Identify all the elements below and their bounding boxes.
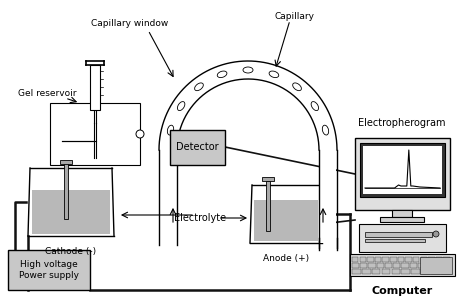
Bar xyxy=(383,257,389,262)
Text: Capillary: Capillary xyxy=(275,12,315,21)
Bar xyxy=(350,254,455,276)
Text: Computer: Computer xyxy=(371,286,433,296)
Bar xyxy=(405,257,412,262)
Bar xyxy=(32,190,110,234)
Text: Detector: Detector xyxy=(176,142,219,152)
Bar xyxy=(360,143,445,197)
Bar xyxy=(418,263,425,268)
Ellipse shape xyxy=(217,71,227,78)
Bar xyxy=(420,257,427,262)
Bar xyxy=(360,257,366,262)
Text: Anode (+): Anode (+) xyxy=(263,254,309,263)
Bar xyxy=(365,239,425,242)
Ellipse shape xyxy=(322,125,328,135)
Bar xyxy=(375,257,381,262)
Bar xyxy=(401,269,410,274)
Bar xyxy=(254,200,318,241)
Bar xyxy=(428,257,435,262)
Text: High voltage
Power supply: High voltage Power supply xyxy=(19,260,79,280)
Bar xyxy=(441,269,450,274)
Bar xyxy=(319,150,337,243)
Bar xyxy=(377,263,384,268)
Bar xyxy=(382,269,391,274)
Bar xyxy=(360,263,367,268)
Bar xyxy=(352,257,358,262)
Bar xyxy=(413,257,419,262)
Text: Cathode (-): Cathode (-) xyxy=(46,247,97,256)
Bar xyxy=(90,65,100,110)
Ellipse shape xyxy=(243,67,253,73)
Bar xyxy=(380,217,424,222)
Bar xyxy=(390,257,397,262)
Bar xyxy=(60,160,72,164)
Ellipse shape xyxy=(269,71,279,78)
Ellipse shape xyxy=(167,125,173,135)
Bar xyxy=(367,257,374,262)
Bar xyxy=(392,210,412,217)
Circle shape xyxy=(433,231,439,237)
Bar xyxy=(420,257,452,274)
Bar xyxy=(443,263,450,268)
Ellipse shape xyxy=(292,83,301,91)
Bar xyxy=(363,146,442,194)
Ellipse shape xyxy=(177,101,185,111)
Bar xyxy=(170,130,225,165)
Bar xyxy=(352,269,361,274)
Bar xyxy=(443,257,450,262)
Text: Gel reservoir: Gel reservoir xyxy=(18,89,76,98)
Bar xyxy=(368,263,375,268)
Bar xyxy=(401,263,409,268)
Bar xyxy=(410,263,417,268)
Bar xyxy=(64,163,68,219)
Bar xyxy=(393,263,401,268)
Bar xyxy=(392,269,401,274)
Bar xyxy=(431,269,440,274)
Bar xyxy=(262,177,274,181)
Bar xyxy=(411,269,420,274)
Bar xyxy=(426,263,433,268)
Bar xyxy=(362,269,371,274)
Bar xyxy=(436,257,442,262)
Bar xyxy=(421,269,430,274)
Bar xyxy=(372,269,381,274)
Bar xyxy=(435,263,442,268)
Text: Capillary window: Capillary window xyxy=(91,19,169,28)
Bar xyxy=(385,263,392,268)
Bar xyxy=(355,138,450,210)
Circle shape xyxy=(136,130,144,138)
Ellipse shape xyxy=(195,83,203,91)
Polygon shape xyxy=(159,61,337,150)
Ellipse shape xyxy=(311,101,319,111)
Bar xyxy=(398,257,404,262)
Bar xyxy=(359,224,446,252)
Bar xyxy=(8,250,90,290)
Bar xyxy=(352,263,359,268)
Bar xyxy=(365,232,432,237)
Bar xyxy=(50,103,140,165)
Text: Electropherogram: Electropherogram xyxy=(358,118,446,128)
Text: Electrolyte: Electrolyte xyxy=(174,213,226,223)
Bar xyxy=(266,181,270,231)
